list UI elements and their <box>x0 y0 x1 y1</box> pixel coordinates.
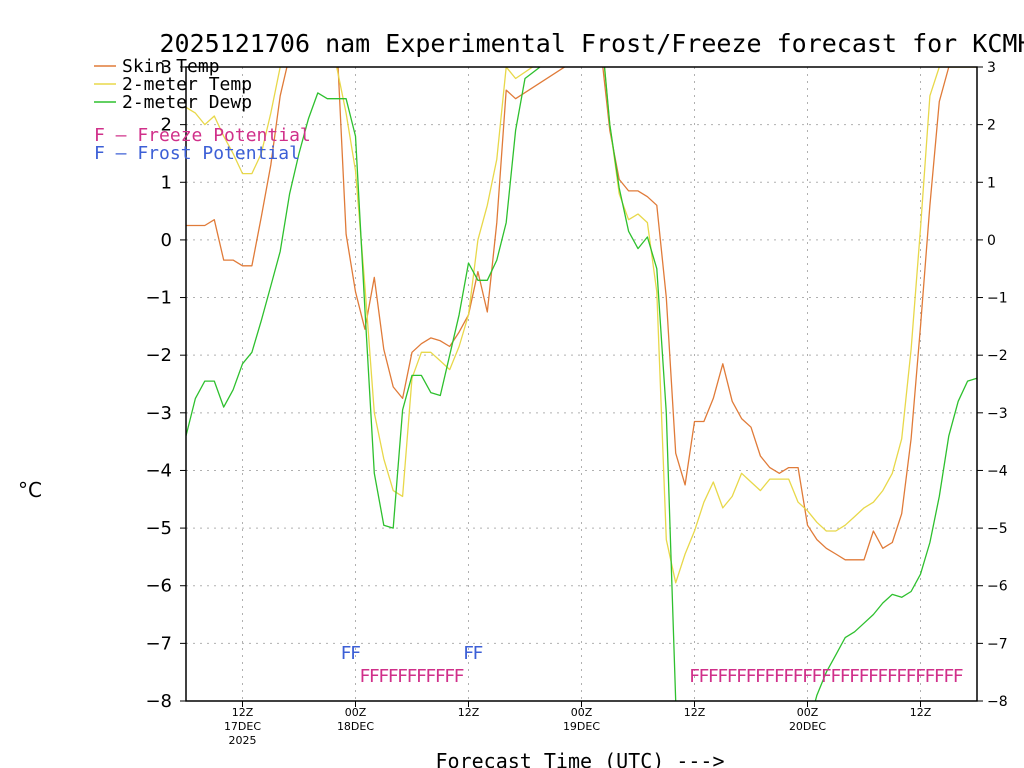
legend-label: Skin Temp <box>122 56 220 77</box>
freeze-marker: F <box>953 666 964 687</box>
freeze-marker: F <box>887 666 898 687</box>
y-tick-label-right: −4 <box>987 463 1008 479</box>
freeze-marker: F <box>943 666 954 687</box>
y-tick-label: −4 <box>145 460 172 481</box>
freeze-marker: F <box>425 666 436 687</box>
x-axis-label: Forecast Time (UTC) ---> <box>436 749 725 768</box>
y-tick-label-right: 0 <box>987 233 996 249</box>
freeze-marker: F <box>708 666 719 687</box>
x-tick-year: 2025 <box>229 734 257 747</box>
freeze-marker: F <box>896 666 907 687</box>
x-tick-label: 12Z <box>910 706 932 719</box>
y-tick-label-right: −5 <box>987 521 1008 537</box>
x-tick-label: 00Z <box>345 706 367 719</box>
y-tick-label-right: 2 <box>987 118 996 134</box>
legend-label: 2-meter Temp <box>122 74 252 95</box>
series-line-2-meter-dewp <box>186 67 977 701</box>
frost-marker: F <box>463 643 474 664</box>
freeze-marker: F <box>915 666 926 687</box>
x-tick-label: 12Z <box>458 706 480 719</box>
y-tick-label-right: −7 <box>987 636 1008 652</box>
x-tick-date: 19DEC <box>563 720 600 733</box>
series-line-skin-temp <box>186 67 977 561</box>
freeze-marker: F <box>906 666 917 687</box>
freeze-marker: F <box>435 666 446 687</box>
frost-marker: F <box>472 643 483 664</box>
freeze-marker: F <box>407 666 418 687</box>
y-axis: 3 3 2 2 1 1 0 0 −1 −1 −2 −2 −3 −3 −4 −4 −5 −5 −6 −6 −7 −7 −8 −8 <box>145 57 1007 712</box>
y-tick-label: 0 <box>161 230 172 251</box>
freeze-marker: F <box>859 666 870 687</box>
frost-marker: F <box>341 643 352 664</box>
freeze-marker: F <box>840 666 851 687</box>
x-tick-label: 00Z <box>571 706 593 719</box>
y-tick-label: −2 <box>145 345 172 366</box>
grid <box>186 67 977 701</box>
freeze-marker: F <box>454 666 465 687</box>
y-tick-label-right: 3 <box>987 60 996 76</box>
freeze-marker: F <box>717 666 728 687</box>
series-group <box>186 67 977 701</box>
series-line-2-meter-temp <box>186 67 977 584</box>
y-tick-label: −5 <box>145 518 172 539</box>
chart-title: 2025121706 nam Experimental Frost/Freeze… <box>160 29 1024 58</box>
x-tick-date: 20DEC <box>789 720 826 733</box>
freeze-marker: F <box>868 666 879 687</box>
y-axis-label: °C <box>18 478 42 502</box>
y-tick-label: −6 <box>145 576 172 597</box>
x-tick-date: 17DEC <box>224 720 261 733</box>
freeze-marker: F <box>811 666 822 687</box>
y-tick-label: −1 <box>145 288 172 309</box>
freeze-marker: F <box>746 666 757 687</box>
y-tick-label-right: −3 <box>987 406 1008 422</box>
freeze-marker: F <box>783 666 794 687</box>
y-tick-label: 1 <box>161 172 172 193</box>
freeze-marker: F <box>397 666 408 687</box>
y-tick-label-right: 1 <box>987 175 996 191</box>
x-tick-date: 18DEC <box>337 720 374 733</box>
freeze-marker: F <box>416 666 427 687</box>
freeze-marker: F <box>774 666 785 687</box>
y-tick-label-right: −1 <box>987 291 1008 307</box>
legend-label: F – Frost Potential <box>94 143 300 164</box>
freeze-marker: F <box>924 666 935 687</box>
freeze-marker: F <box>830 666 841 687</box>
y-tick-label: −3 <box>145 403 172 424</box>
freeze-marker: F <box>359 666 370 687</box>
freeze-marker: F <box>727 666 738 687</box>
freeze-marker: F <box>934 666 945 687</box>
x-tick-label: 00Z <box>797 706 819 719</box>
freeze-marker: F <box>802 666 813 687</box>
y-tick-label-right: −8 <box>987 694 1008 710</box>
frost-marker: F <box>350 643 361 664</box>
freeze-marker: F <box>378 666 389 687</box>
freeze-marker: F <box>877 666 888 687</box>
y-tick-label: 2 <box>161 115 172 136</box>
freeze-marker: F <box>388 666 399 687</box>
freeze-marker: F <box>736 666 747 687</box>
freeze-marker: F <box>755 666 766 687</box>
legend-label: F – Freeze Potential <box>94 125 311 146</box>
freeze-marker: F <box>793 666 804 687</box>
freeze-marker: F <box>689 666 700 687</box>
freeze-marker: F <box>764 666 775 687</box>
y-tick-label: −8 <box>145 691 172 712</box>
freeze-marker: F <box>444 666 455 687</box>
freeze-marker: F <box>849 666 860 687</box>
legend-label: 2-meter Dewp <box>122 92 252 113</box>
x-tick-label: 12Z <box>232 706 254 719</box>
freeze-marker: F <box>821 666 832 687</box>
y-tick-label: −7 <box>145 633 172 654</box>
freeze-marker: F <box>369 666 380 687</box>
y-tick-label: 3 <box>161 57 172 78</box>
x-tick-label: 12Z <box>684 706 706 719</box>
y-tick-label-right: −6 <box>987 579 1008 595</box>
freeze-marker: F <box>698 666 709 687</box>
y-tick-label-right: −2 <box>987 348 1008 364</box>
